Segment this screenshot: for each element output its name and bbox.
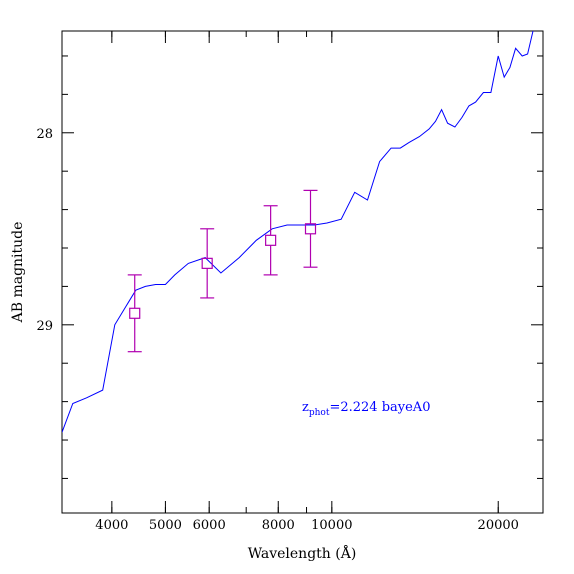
errorbar-layer <box>127 189 318 353</box>
square-marker <box>265 234 277 246</box>
x-tick-label: 5000 <box>149 518 182 533</box>
square-marker <box>129 307 141 319</box>
series-layer <box>62 31 534 433</box>
sed-model-line <box>62 31 534 433</box>
photometry-point <box>200 228 215 299</box>
square-marker <box>201 257 213 269</box>
x-tick-label: 4000 <box>95 518 128 533</box>
x-tick-label: 20000 <box>478 518 519 533</box>
plot-frame <box>61 30 544 514</box>
photometry-point <box>303 189 318 268</box>
annotation-subscript: phot <box>309 408 330 418</box>
x-tick-label: 10000 <box>311 518 352 533</box>
annotation-prefix: z <box>302 400 309 415</box>
y-tick-label: 28 <box>36 127 53 142</box>
photometry-point <box>127 274 142 353</box>
y-axis-ticks: 28 29 <box>36 55 543 479</box>
x-axis-ticks: 4000 5000 6000 8000 10000 20000 <box>95 31 519 533</box>
square-marker <box>304 223 317 235</box>
photometry-point <box>263 205 278 276</box>
photometric-redshift-label: zphot=2.224 bayeA0 <box>302 400 430 418</box>
y-tick-label: 29 <box>36 319 53 334</box>
x-axis-title: Wavelength (Å) <box>248 544 357 562</box>
x-tick-label: 8000 <box>262 518 295 533</box>
annotation-text: =2.224 bayeA0 <box>329 400 430 415</box>
y-axis-title: AB magnitude <box>10 222 26 324</box>
x-tick-label: 6000 <box>193 518 226 533</box>
